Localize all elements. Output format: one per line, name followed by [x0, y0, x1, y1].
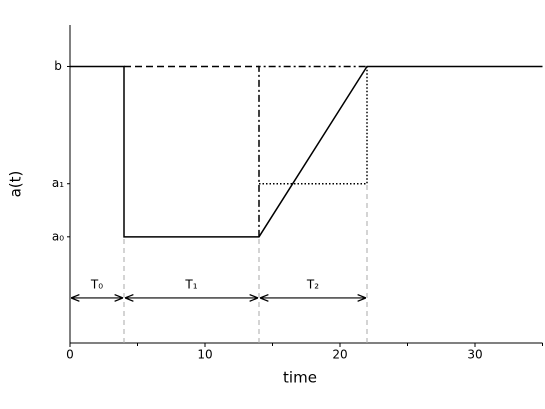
x-tick-label: 0 — [66, 348, 74, 362]
y-tick-label: a₁ — [52, 176, 64, 190]
y-axis-label: a(t) — [7, 171, 25, 198]
y-tick-label: a₀ — [52, 229, 64, 243]
x-tick-label: 10 — [197, 348, 212, 362]
x-axis-label: time — [283, 369, 317, 387]
series-line — [123, 183, 368, 343]
interval-label: T₀ — [90, 277, 103, 291]
series-line — [70, 65, 543, 238]
interval-label: T₁ — [184, 277, 197, 291]
y-tick-label: b — [54, 59, 62, 73]
series-line — [259, 66, 368, 185]
series-line — [258, 65, 367, 237]
x-tick-label: 30 — [467, 348, 482, 362]
interval-label: T₂ — [306, 277, 319, 291]
x-tick-label: 20 — [332, 348, 347, 362]
